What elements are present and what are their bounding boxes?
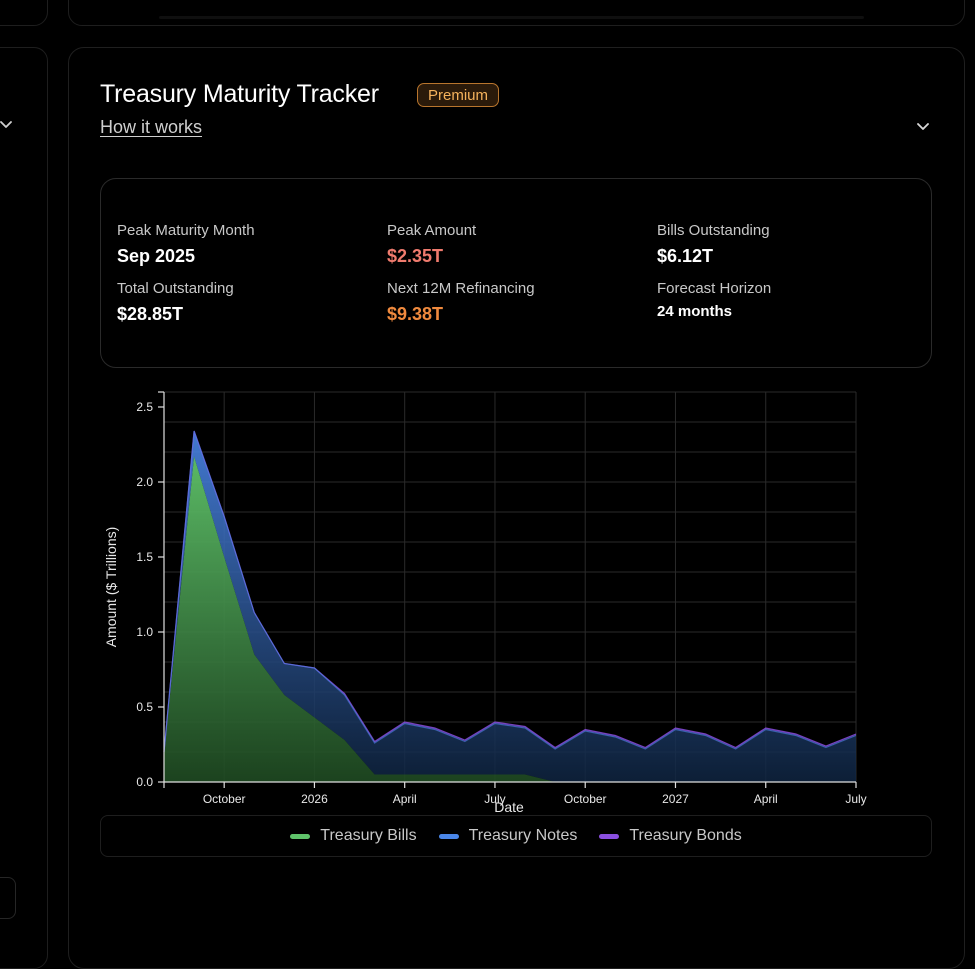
chart-legend: Treasury Bills Treasury Notes Treasury B… (100, 815, 932, 857)
stat-label: Forecast Horizon (657, 280, 772, 297)
y-tick-label: 2.5 (136, 400, 153, 414)
legend-item-bills[interactable]: Treasury Bills (290, 827, 417, 845)
stat-next-12m: Next 12M Refinancing $9.38T (387, 280, 535, 325)
x-tick-label: 2026 (301, 792, 328, 806)
stat-value: 24 months (657, 303, 733, 320)
notes-line (163, 430, 857, 753)
how-it-works-link[interactable]: How it works (100, 117, 203, 137)
legend-label: Treasury Notes (468, 827, 578, 844)
left-panel-button[interactable] (0, 877, 16, 919)
stat-total-outstanding: Total Outstanding $28.85T (117, 280, 234, 325)
x-tick-label: October (203, 792, 246, 806)
y-tick-label: 0.5 (136, 700, 153, 714)
notes-area (164, 431, 856, 782)
stat-bills-outstanding: Bills Outstanding $6.12T (657, 222, 770, 267)
stat-value: $28.85T (117, 304, 184, 324)
previous-card-bottom (68, 0, 965, 26)
x-axis-label: Date (494, 799, 524, 815)
stat-label: Total Outstanding (117, 280, 234, 297)
maturity-area-chart: 0.0 0.5 1.0 1.5 2.0 2.5 October 2026 April July Oc… (103, 391, 867, 815)
stat-label: Bills Outstanding (657, 222, 770, 239)
x-tick-label: July (484, 792, 505, 806)
y-tick-label: 0.0 (136, 775, 153, 789)
stat-label: Peak Maturity Month (117, 222, 255, 239)
legend-swatch (290, 833, 311, 839)
stat-value: Sep 2025 (117, 246, 196, 266)
legend-item-bonds[interactable]: Treasury Bonds (599, 827, 742, 845)
legend-label: Treasury Bonds (629, 827, 742, 844)
stat-label: Next 12M Refinancing (387, 280, 535, 297)
legend-swatch (438, 833, 459, 839)
x-tick-label: April (393, 792, 417, 806)
bills-area (164, 456, 856, 782)
x-tick-label: October (564, 792, 607, 806)
y-tick-label: 1.0 (136, 625, 153, 639)
stat-forecast-horizon: Forecast Horizon 24 months (657, 280, 771, 320)
stat-value: $6.12T (657, 246, 714, 266)
y-tick-label: 2.0 (136, 475, 153, 489)
y-tick-label: 1.5 (136, 550, 153, 564)
stat-peak-amount: Peak Amount $2.35T (387, 222, 476, 267)
stat-value: $2.35T (387, 246, 444, 266)
stat-peak-month: Peak Maturity Month Sep 2025 (117, 222, 255, 267)
x-tick-label: 2027 (662, 792, 689, 806)
summary-stats-panel: Peak Maturity Month Sep 2025 Peak Amount… (100, 178, 932, 368)
chevron-down-icon[interactable] (0, 118, 14, 132)
x-tick-label: July (845, 792, 866, 806)
chevron-down-icon[interactable] (915, 119, 931, 135)
legend-label: Treasury Bills (320, 827, 417, 844)
stat-label: Peak Amount (387, 222, 477, 239)
legend-item-notes[interactable]: Treasury Notes (438, 827, 578, 845)
y-axis-label: Amount ($ Trillions) (103, 527, 119, 648)
legend-swatch (599, 833, 620, 839)
adjacent-panel-top-left (0, 0, 48, 26)
x-tick-label: April (754, 792, 778, 806)
stat-value: $9.38T (387, 304, 444, 324)
page-title: Treasury Maturity Tracker (100, 80, 379, 108)
premium-badge: Premium (417, 83, 500, 107)
